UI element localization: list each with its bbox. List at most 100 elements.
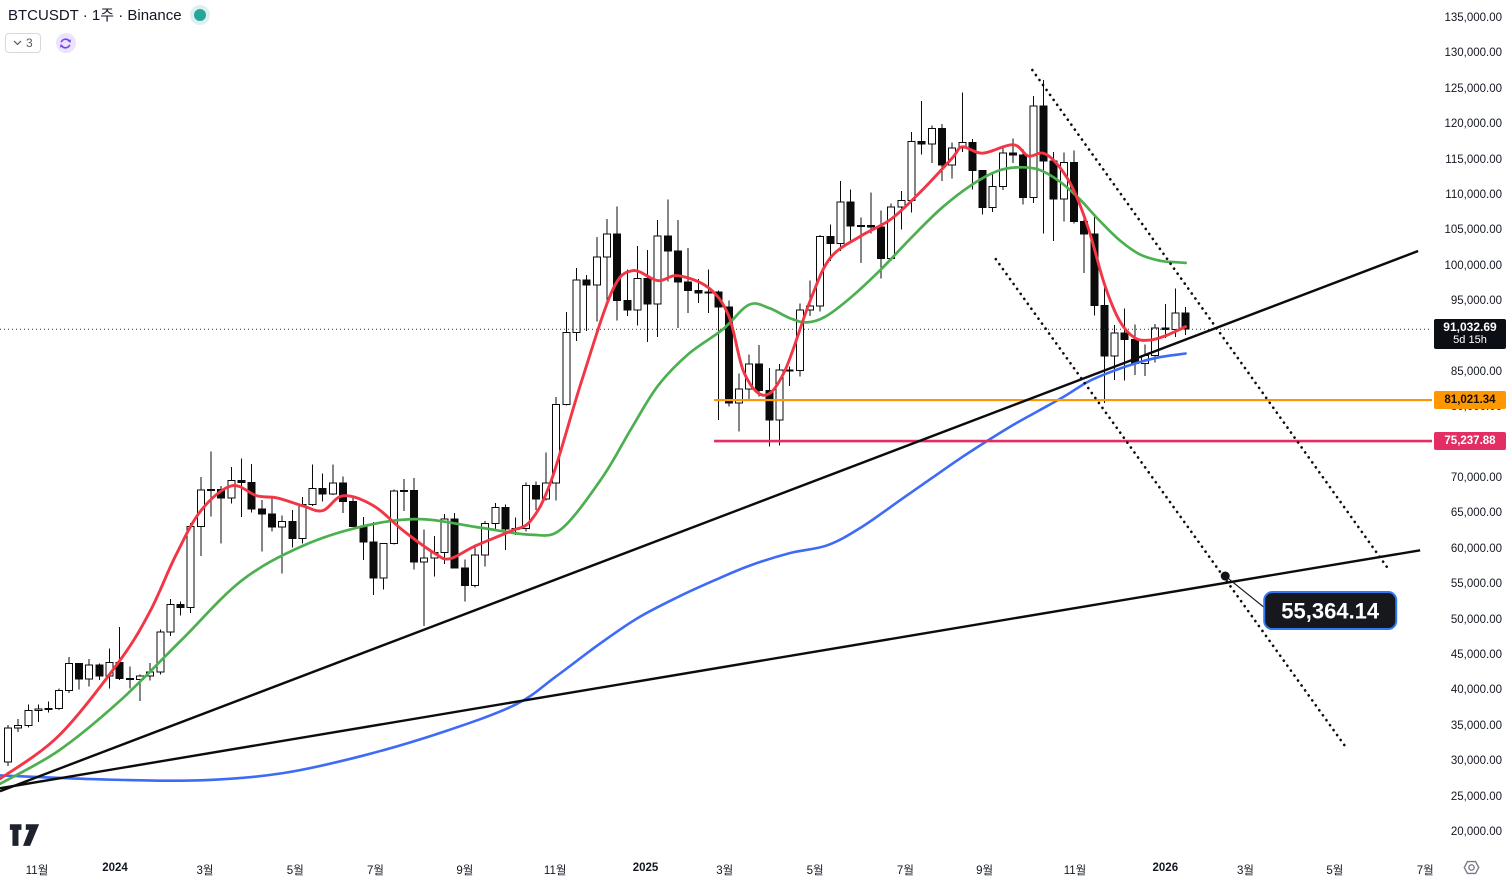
candle-body [694, 289, 703, 294]
candle-body [531, 485, 540, 500]
ma-slow-line[interactable] [0, 352, 1187, 783]
candle-body [1019, 154, 1028, 199]
candle-body [521, 485, 530, 530]
candle-body [389, 490, 398, 544]
candle-body [877, 226, 886, 260]
time-axis[interactable]: 11월 2024 3월 5월 7월 9월 11월 2025 3월 5월 7월 9월 11월 2026 3월 5… [0, 855, 1509, 880]
candles-layer [4, 79, 1190, 767]
candle-body [227, 480, 236, 499]
time-tick-label: 2025 [632, 862, 659, 874]
time-tick-label: 2026 [1152, 862, 1179, 874]
candle-body [4, 727, 12, 763]
candle-body [349, 501, 358, 527]
time-tick-label: 5월 [806, 865, 824, 877]
indicators-toggle-button[interactable]: 3 [5, 33, 41, 53]
time-tick-label: 5월 [286, 865, 304, 877]
candle-body [1039, 105, 1048, 162]
candle-body [267, 513, 276, 528]
candle-body [572, 279, 581, 333]
candle-body [684, 281, 693, 291]
timezone-settings-icon[interactable] [1463, 859, 1480, 876]
candle-body [298, 503, 307, 540]
last-price-tag[interactable]: 91,032.69 5d 15h [1434, 319, 1506, 350]
candle-body [54, 690, 63, 709]
price-tick-label: 110,000.00 [1445, 188, 1502, 201]
candle-body [704, 291, 713, 294]
candle-body [44, 707, 53, 710]
callout-box[interactable] [1263, 591, 1398, 631]
candle-body [927, 127, 936, 145]
candle-body [257, 508, 266, 515]
price-tick-label: 115,000.00 [1445, 153, 1502, 166]
candle-body [592, 256, 601, 286]
candle-body [359, 525, 368, 543]
ma-fast-line[interactable] [0, 143, 1188, 781]
candle-body [978, 169, 987, 208]
callout-anchor-dot[interactable] [1220, 571, 1230, 581]
candle-body [968, 142, 977, 171]
candle-body [917, 141, 926, 145]
candle-body [440, 518, 449, 554]
candle-body [1151, 327, 1160, 357]
callout-price-label: 55,364.14 [1281, 599, 1380, 624]
candle-body [755, 363, 764, 391]
callout-connector [1224, 575, 1267, 610]
candle-body [339, 482, 348, 503]
price-tick-label: 45,000.00 [1450, 649, 1502, 662]
candle-body [420, 557, 429, 563]
descending-channel-lower-trendline[interactable] [994, 257, 1347, 748]
candle-body [552, 403, 561, 484]
price-tick-label: 130,000.00 [1444, 47, 1502, 60]
time-tick-label: 7월 [896, 865, 914, 877]
candle-body [501, 506, 510, 530]
candle-body [775, 369, 784, 421]
candle-body [328, 482, 337, 495]
candle-body [156, 631, 165, 673]
candle-body [95, 664, 104, 677]
refresh-icon[interactable] [55, 33, 76, 53]
candle-body [1029, 105, 1038, 199]
candle-body [379, 542, 388, 579]
time-tick-label: 9월 [976, 865, 994, 877]
chevron-down-icon [13, 40, 22, 46]
candle-body [186, 525, 195, 608]
tradingview-logo[interactable] [9, 822, 40, 849]
candle-body [1009, 152, 1018, 156]
candle-body [237, 480, 246, 484]
ray-price-tag[interactable]: 75,237.88 [1434, 432, 1506, 450]
price-tick-label: 25,000.00 [1450, 790, 1502, 803]
candle-body [1110, 332, 1119, 357]
candle-body [288, 520, 297, 540]
candle-body [856, 224, 865, 227]
market-status-icon[interactable] [193, 8, 206, 21]
price-chart[interactable]: 55,364.14 [0, 0, 1432, 855]
candle-body [278, 520, 287, 528]
candle-body [674, 250, 683, 283]
chart-legend: BTCUSDT · 1주 · Binance 3 [5, 4, 206, 53]
long-term-support-upper-trendline[interactable] [0, 249, 1419, 793]
candle-body [85, 664, 94, 680]
candle-body [846, 201, 855, 227]
price-tick-label: 50,000.00 [1450, 613, 1502, 626]
candle-body [907, 141, 916, 201]
candle-body [24, 710, 33, 726]
candle-body [369, 541, 378, 579]
descending-channel-upper-trendline[interactable] [1031, 68, 1389, 570]
ray-price-tag[interactable]: 81,021.34 [1434, 391, 1506, 410]
time-tick-label: 3월 [1237, 865, 1254, 877]
long-term-support-lower-trendline[interactable] [0, 549, 1421, 790]
last-price-value: 91,032.69 [1443, 320, 1497, 335]
candle-body [562, 331, 571, 405]
candle-body [75, 663, 84, 680]
time-tick-label: 11월 [543, 865, 567, 877]
candle-body [450, 518, 459, 569]
price-axis[interactable]: 135,000.00 130,000.00 125,000.00 120,000.00… [1432, 0, 1509, 855]
time-tick-label: 7월 [367, 865, 384, 877]
candle-body [613, 233, 622, 301]
candle-body [897, 199, 906, 208]
symbol-title[interactable]: BTCUSDT · 1주 · Binance [8, 7, 182, 24]
candle-body [64, 663, 73, 692]
candle-body [1100, 305, 1109, 357]
time-tick-label: 7월 [1416, 865, 1434, 877]
candle-body [887, 206, 896, 260]
